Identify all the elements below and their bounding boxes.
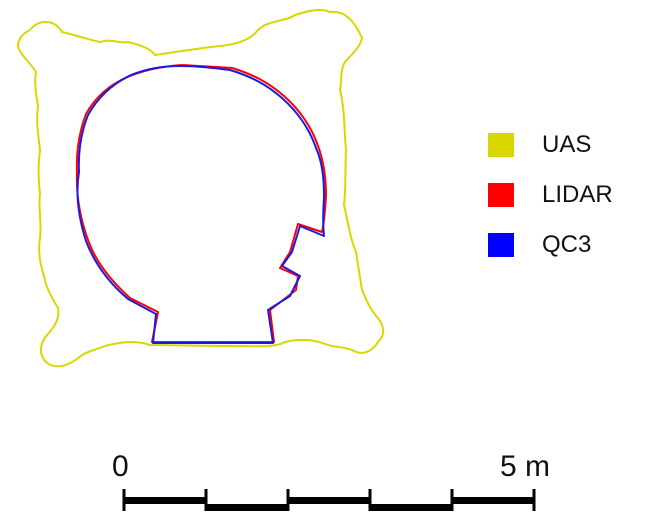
legend-item-qc3: QC3: [488, 220, 613, 270]
legend-swatch: [488, 233, 514, 257]
scale-start-label: 0: [112, 450, 129, 483]
legend-swatch: [488, 183, 514, 207]
legend-item-uas: UAS: [488, 120, 613, 170]
scale-tick: [532, 489, 536, 511]
scale-bar: [122, 489, 536, 511]
lidar-outline: [75, 64, 327, 343]
scale-tick: [368, 489, 372, 511]
scale-segment: [288, 497, 370, 504]
legend-label: UAS: [542, 131, 592, 158]
scale-tick: [286, 489, 290, 511]
scale-end-label: 5 m: [500, 450, 551, 483]
scale-tick: [122, 489, 126, 511]
legend-item-lidar: LIDAR: [488, 170, 613, 220]
scale-segment: [124, 497, 206, 504]
scale-segment: [452, 497, 534, 504]
qc3-outline: [76, 65, 325, 344]
scale-tick: [450, 489, 454, 511]
legend-label: QC3: [542, 231, 592, 258]
scale-tick: [204, 489, 208, 511]
uas-outline: [17, 8, 385, 368]
legend: UAS LIDAR QC3: [488, 120, 613, 270]
scale-segment: [370, 504, 452, 511]
scale-segment: [206, 504, 288, 511]
legend-swatch: [488, 133, 514, 157]
legend-label: LIDAR: [542, 181, 613, 208]
